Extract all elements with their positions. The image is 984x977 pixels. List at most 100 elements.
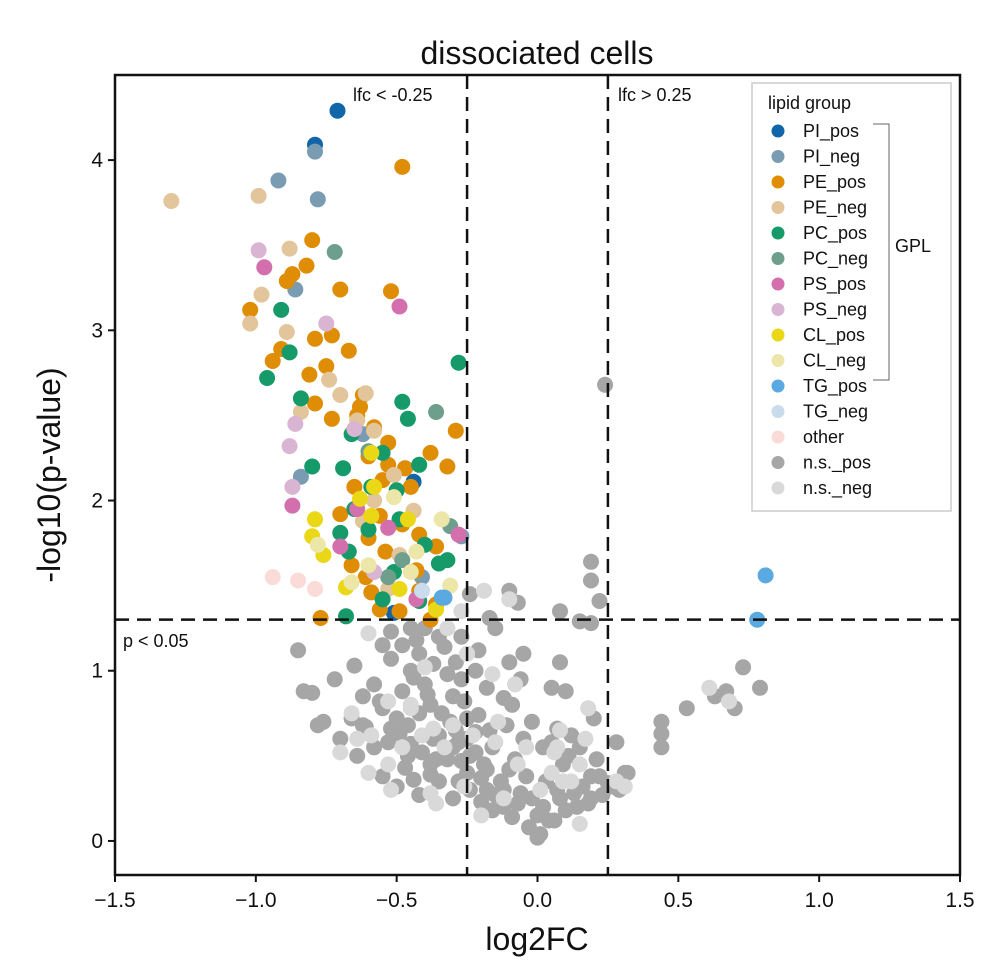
data-points <box>163 102 774 846</box>
point-ps-neg <box>346 421 363 437</box>
point-n-s-pos <box>419 686 436 703</box>
legend-label-pi-neg: PI_neg <box>803 147 860 168</box>
legend-label-n-s-pos: n.s._pos <box>803 453 871 474</box>
point-cl-pos <box>363 507 380 524</box>
point-n-s-pos <box>326 671 343 688</box>
point-n-s-neg <box>577 730 594 747</box>
legend-marker-ps-neg <box>771 303 785 316</box>
point-n-s-neg <box>360 625 377 642</box>
point-pe-pos <box>332 281 349 298</box>
point-pi-pos <box>329 102 346 119</box>
point-n-s-neg <box>428 795 445 812</box>
y-tick-label: 3 <box>91 319 103 342</box>
point-pe-pos <box>332 506 349 523</box>
point-n-s-pos <box>504 696 521 713</box>
y-tick-label: 2 <box>91 490 103 513</box>
point-pe-pos <box>346 478 363 495</box>
point-pe-pos <box>304 232 321 249</box>
point-pe-pos <box>352 398 368 415</box>
point-n-s-pos <box>453 628 470 645</box>
point-n-s-neg <box>360 764 377 781</box>
legend-marker-cl-neg <box>771 354 785 367</box>
point-n-s-pos <box>433 705 450 722</box>
point-n-s-neg <box>445 717 461 734</box>
point-pe-neg <box>163 193 180 209</box>
legend-marker-pe-neg <box>771 201 785 214</box>
point-cl-pos <box>399 511 416 528</box>
point-pc-pos <box>374 444 391 461</box>
point-n-s-pos <box>394 683 411 700</box>
point-n-s-pos <box>383 650 399 667</box>
point-cl-neg <box>433 511 450 528</box>
point-n-s-pos <box>580 795 597 812</box>
point-pc-pos <box>338 608 354 625</box>
point-n-s-neg <box>456 778 473 795</box>
point-cl-neg <box>309 536 326 553</box>
point-pc-neg <box>380 569 397 586</box>
point-n-s-pos <box>752 679 768 696</box>
legend-label-n-s-neg: n.s._neg <box>803 478 872 499</box>
point-pe-neg <box>250 187 267 204</box>
y-axis-ticks: 0 1 2 3 4 <box>91 149 115 853</box>
point-cl-pos <box>428 601 445 618</box>
point-n-s-pos <box>653 739 670 756</box>
point-n-s-pos <box>478 781 495 798</box>
point-n-s-pos <box>535 798 552 815</box>
point-n-s-neg <box>518 739 535 756</box>
point-n-s-neg <box>464 727 481 744</box>
point-n-s-pos <box>597 376 614 393</box>
legend-label-tg-neg: TG_neg <box>803 402 868 423</box>
x-tick-label: 0.5 <box>664 889 693 912</box>
legend-marker-tg-pos <box>771 379 785 393</box>
point-pc-pos <box>304 458 321 475</box>
point-n-s-neg <box>532 781 549 798</box>
point-pc-neg <box>326 244 343 260</box>
legend-marker-ps-pos <box>771 277 785 291</box>
point-n-s-pos <box>515 645 532 662</box>
point-pe-pos <box>391 603 408 620</box>
point-n-s-pos <box>501 654 518 671</box>
legend-label-pe-pos: PE_pos <box>803 172 866 193</box>
x-tick-label: 1.0 <box>805 889 834 912</box>
point-pe-pos <box>377 543 394 560</box>
legend-label-ps-pos: PS_pos <box>803 274 866 295</box>
point-pe-pos <box>343 557 360 574</box>
point-pe-pos <box>312 610 329 626</box>
point-pe-pos <box>447 422 464 439</box>
point-n-s-pos <box>332 730 349 747</box>
point-n-s-neg <box>571 815 588 832</box>
legend-marker-pi-pos <box>771 124 785 138</box>
point-n-s-pos <box>583 553 599 570</box>
point-n-s-pos <box>405 771 422 788</box>
point-n-s-pos <box>478 761 495 778</box>
point-n-s-pos <box>374 768 391 785</box>
threshold-lines <box>115 75 960 875</box>
point-n-s-neg <box>416 659 433 676</box>
point-n-s-pos <box>445 790 461 807</box>
point-tg-neg <box>414 582 430 599</box>
point-pc-pos <box>411 456 428 473</box>
point-pe-pos <box>394 158 411 175</box>
point-pe-pos <box>298 257 315 274</box>
point-pc-neg <box>428 404 445 420</box>
point-n-s-neg <box>402 700 419 717</box>
point-n-s-pos <box>439 666 456 683</box>
point-cl-neg <box>343 574 360 591</box>
point-n-s-pos <box>354 688 371 705</box>
point-n-s-pos <box>388 710 405 727</box>
point-pc-pos <box>450 354 467 371</box>
point-n-s-pos <box>405 669 422 686</box>
point-pc-pos <box>394 393 411 410</box>
point-ps-neg <box>250 242 267 259</box>
point-n-s-pos <box>461 747 478 764</box>
point-pe-neg <box>366 422 383 439</box>
point-pc-pos <box>360 521 377 538</box>
point-n-s-pos <box>408 632 425 649</box>
point-n-s-pos <box>653 713 670 730</box>
legend-marker-n-s-pos <box>771 456 785 469</box>
point-pe-pos <box>402 478 419 495</box>
point-n-s-pos <box>678 700 695 717</box>
legend-marker-pc-neg <box>771 252 785 265</box>
y-tick-label: 4 <box>91 149 103 172</box>
